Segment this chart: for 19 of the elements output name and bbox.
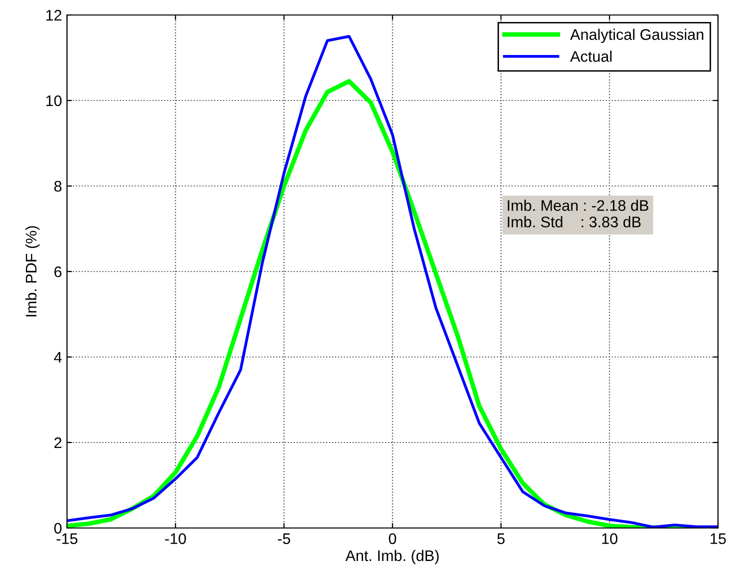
x-axis-title: Ant. Imb. (dB) — [345, 550, 439, 564]
x-tick-label: 10 — [602, 533, 618, 544]
x-tick-label: -15 — [56, 533, 78, 544]
y-axis-title: Imb. PDF (%) — [25, 226, 40, 316]
annotation: Imb. Mean : -2.18 dB Imb. Std : 3.83 dB — [508, 200, 648, 228]
x-tick-label: -5 — [278, 533, 290, 544]
y-tick-label: 2 — [54, 437, 62, 448]
legend-label: Analytical Gaussian — [570, 28, 704, 43]
y-tick-label: 0 — [54, 522, 62, 534]
y-tick-label: 4 — [54, 352, 62, 363]
y-tick-label: 12 — [46, 10, 62, 21]
y-tick-label: 6 — [54, 266, 62, 278]
y-tick-label: 10 — [46, 95, 62, 106]
x-tick-label: 5 — [497, 533, 505, 544]
x-tick-label: 0 — [388, 533, 396, 544]
legend-label: Actual — [570, 50, 612, 62]
y-tick-label: 8 — [54, 180, 62, 192]
x-tick-label: 15 — [710, 533, 726, 544]
x-tick-label: -10 — [165, 533, 186, 544]
